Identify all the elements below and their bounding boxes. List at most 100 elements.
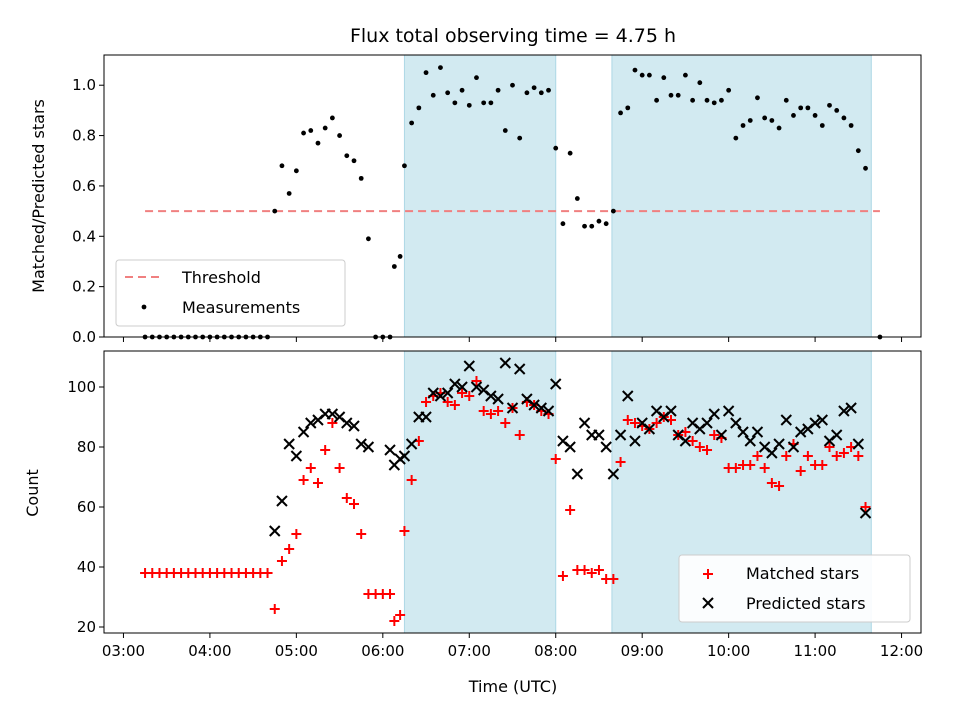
matched-star-point bbox=[356, 529, 367, 539]
x-b bbox=[816, 414, 829, 426]
x-b bbox=[290, 450, 303, 462]
x-b bbox=[758, 441, 771, 453]
x-b bbox=[672, 429, 684, 441]
measurement-point bbox=[322, 125, 328, 131]
predicted-star-point bbox=[276, 495, 288, 507]
matched-star-point bbox=[766, 478, 777, 488]
measurement-point bbox=[488, 100, 494, 106]
matched-star-point bbox=[385, 589, 396, 599]
measurement-point bbox=[719, 97, 724, 103]
matched-star-point bbox=[348, 499, 359, 509]
x-b bbox=[420, 411, 432, 423]
measurement-point bbox=[819, 123, 825, 128]
predicted-star-point bbox=[622, 390, 634, 402]
measurement-point bbox=[517, 135, 523, 141]
predicted-star-point bbox=[830, 429, 843, 441]
predicted-star-point bbox=[463, 360, 475, 372]
y-tick-label: 0.4 bbox=[72, 227, 96, 245]
x-b bbox=[708, 408, 720, 420]
matched-star-point bbox=[831, 451, 842, 461]
y-tick-label: 0.6 bbox=[72, 177, 96, 195]
matched-star-point bbox=[471, 376, 482, 386]
legend-measurements-label: Measurements bbox=[182, 298, 300, 317]
measurement-point bbox=[632, 67, 638, 73]
x-b bbox=[578, 417, 591, 429]
predicted-star-point bbox=[290, 450, 303, 462]
matched-star-point bbox=[327, 418, 338, 428]
measurement-point bbox=[538, 90, 544, 96]
predicted-star-point bbox=[269, 525, 281, 537]
top-plot-frame bbox=[103, 54, 922, 338]
predicted-star-point bbox=[405, 438, 418, 450]
x-tick-label: 11:00 bbox=[793, 642, 836, 660]
matched-star-point bbox=[550, 454, 561, 464]
predicted-star-point bbox=[737, 426, 749, 438]
legend-matched-label: Matched stars bbox=[746, 564, 859, 583]
bottom-panel: 20 40 60 80 100 03:00 04:00 05:00 06:00 07:00 08:0… bbox=[67, 350, 923, 660]
measurement-point bbox=[567, 150, 573, 156]
x-b bbox=[629, 435, 641, 447]
predicted-star-point bbox=[838, 405, 850, 417]
x-b bbox=[405, 438, 418, 450]
measurement-point bbox=[683, 72, 688, 78]
y-tick-label: 100 bbox=[67, 378, 96, 396]
measurement-point bbox=[474, 75, 479, 81]
measurement-point bbox=[841, 115, 847, 121]
matched-star-point bbox=[651, 418, 662, 428]
predicted-star-point bbox=[449, 378, 461, 390]
measurement-point bbox=[805, 105, 811, 111]
bottom-y-axis-label: Count bbox=[23, 469, 42, 517]
chart-title: Flux total observing time = 4.75 h bbox=[350, 25, 676, 47]
predicted-star-point bbox=[571, 468, 584, 480]
x-b bbox=[470, 381, 483, 393]
legend-matched-swatch bbox=[703, 569, 713, 579]
matched-star-point bbox=[687, 436, 698, 446]
predicted-star-point bbox=[859, 507, 872, 519]
x-b bbox=[528, 399, 540, 411]
predicted-star-point bbox=[470, 381, 483, 393]
measurement-point bbox=[625, 105, 631, 111]
matched-star-point bbox=[795, 466, 806, 476]
matched-star-point bbox=[608, 574, 619, 584]
measurement-point bbox=[654, 97, 659, 103]
predicted-star-point bbox=[780, 414, 792, 426]
y-tick-label: 0.8 bbox=[72, 127, 96, 145]
predicted-star-point bbox=[441, 387, 454, 399]
measurement-point bbox=[560, 221, 566, 227]
measurement-point bbox=[618, 110, 623, 116]
predicted-star-point bbox=[593, 429, 605, 441]
predicted-star-point bbox=[600, 441, 612, 453]
x-b bbox=[521, 393, 533, 405]
matched-star-point bbox=[464, 391, 475, 401]
measurement-point bbox=[855, 148, 861, 154]
measurement-point bbox=[733, 135, 739, 141]
x-tick-label: 09:00 bbox=[621, 642, 664, 660]
x-tick-label: 03:00 bbox=[102, 642, 145, 660]
x-b bbox=[751, 426, 764, 438]
shaded-interval-1 bbox=[403, 54, 557, 338]
predicted-star-point bbox=[326, 408, 339, 420]
matched-star-point bbox=[730, 463, 741, 473]
predicted-star-point bbox=[614, 429, 627, 441]
x-b bbox=[564, 441, 576, 453]
predicted-star-point bbox=[485, 390, 497, 402]
measurement-point bbox=[798, 105, 804, 111]
measurement-point bbox=[397, 254, 403, 259]
measurement-point bbox=[391, 264, 397, 269]
measurement-point bbox=[315, 140, 321, 146]
measurement-point bbox=[646, 72, 652, 78]
measurement-point bbox=[286, 191, 292, 196]
x-b bbox=[485, 390, 497, 402]
measurement-point bbox=[329, 115, 335, 121]
predicted-star-point bbox=[665, 405, 677, 417]
predicted-star-point bbox=[629, 435, 641, 447]
top-y-axis-label: Matched/Predicted stars bbox=[29, 99, 48, 293]
measurement-point bbox=[769, 118, 775, 123]
measurement-point bbox=[531, 85, 537, 91]
measurement-point bbox=[661, 75, 667, 81]
x-b bbox=[449, 378, 461, 390]
x-tick-label: 07:00 bbox=[448, 642, 491, 660]
x-b bbox=[780, 414, 792, 426]
measurement-point bbox=[546, 87, 551, 93]
predicted-star-point bbox=[427, 387, 439, 399]
